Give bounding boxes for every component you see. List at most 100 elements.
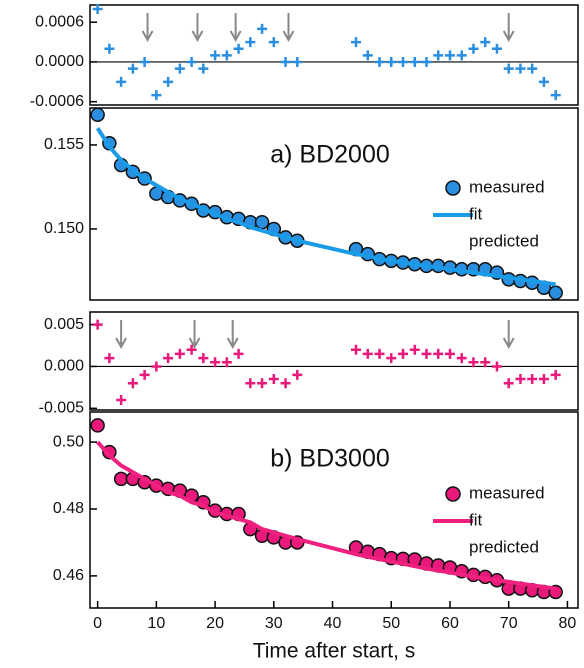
- x-tick-label: 20: [206, 615, 224, 632]
- residual-point: [421, 56, 432, 67]
- y-tick-label: 0.005: [44, 316, 84, 333]
- residual-point: [116, 394, 127, 405]
- residual-point: [538, 374, 549, 385]
- residual-point: [257, 378, 268, 389]
- residual-point: [456, 353, 467, 364]
- residual-point: [210, 357, 221, 368]
- x-tick-label: 60: [441, 615, 459, 632]
- arrow: [502, 13, 515, 43]
- residual-point: [538, 76, 549, 87]
- x-tick-label: 30: [265, 615, 283, 632]
- residual-point: [491, 361, 502, 372]
- residual-point: [362, 348, 373, 359]
- residual-point: [409, 344, 420, 355]
- residual-point: [409, 56, 420, 67]
- residual-point: [268, 374, 279, 385]
- legend-label: predicted: [469, 231, 539, 250]
- residual-point: [198, 63, 209, 74]
- plot-frame: [89, 311, 579, 411]
- arrow: [141, 13, 154, 43]
- residual-point: [292, 369, 303, 380]
- residual-point: [421, 348, 432, 359]
- data-point: [90, 418, 105, 433]
- y-tick-label: 0.0006: [35, 13, 84, 30]
- legend-marker: [445, 486, 461, 502]
- residual-point: [468, 43, 479, 54]
- residual-point: [433, 50, 444, 61]
- y-tick-label: 0.150: [44, 220, 84, 237]
- residual-point: [186, 56, 197, 67]
- residual-point: [163, 76, 174, 87]
- fit-line: [96, 440, 556, 591]
- legend-label: measured: [469, 483, 545, 502]
- legend-label: fit: [469, 510, 483, 529]
- residual-point: [116, 76, 127, 87]
- residual-point: [515, 63, 526, 74]
- residual-point: [245, 37, 256, 48]
- residual-point: [386, 56, 397, 67]
- residual-point: [174, 348, 185, 359]
- legend-marker: [445, 180, 461, 196]
- arrow: [115, 320, 127, 350]
- residual-point: [480, 357, 491, 368]
- residual-point: [351, 37, 362, 48]
- residual-point: [268, 37, 279, 48]
- residual-point: [433, 348, 444, 359]
- plot-frame: [89, 107, 579, 301]
- residual-point: [292, 56, 303, 67]
- residual-point: [210, 50, 221, 61]
- legend-label: fit: [469, 204, 483, 223]
- fit-line: [95, 127, 556, 287]
- residual-point: [280, 56, 291, 67]
- residual-point: [444, 348, 455, 359]
- x-tick-label: 50: [382, 615, 400, 632]
- residual-point: [257, 23, 268, 34]
- x-tick-label: 80: [559, 615, 577, 632]
- x-tick-label: 10: [147, 615, 165, 632]
- residual-point: [351, 344, 362, 355]
- residual-point: [468, 357, 479, 368]
- residual-point: [245, 378, 256, 389]
- x-tick-label: 70: [500, 615, 518, 632]
- residual-point: [186, 344, 197, 355]
- arrow: [191, 13, 204, 43]
- residual-point: [362, 50, 373, 61]
- y-tick-label: -0.005: [39, 400, 84, 417]
- residual-point: [456, 50, 467, 61]
- residual-point: [527, 374, 538, 385]
- residual-point: [398, 56, 409, 67]
- residual-point: [163, 353, 174, 364]
- residual-point: [550, 90, 561, 101]
- residual-point: [104, 43, 115, 54]
- residual-point: [280, 378, 291, 389]
- residual-point: [127, 378, 138, 389]
- panel-title: a) BD2000: [270, 141, 390, 169]
- y-tick-label: 0.48: [53, 500, 84, 517]
- y-tick-label: 0.46: [53, 567, 84, 584]
- data-point: [254, 214, 270, 230]
- x-tick-label: 0: [93, 615, 102, 632]
- residual-point: [221, 357, 232, 368]
- residual-point: [374, 56, 385, 67]
- residual-point: [527, 63, 538, 74]
- residual-point: [139, 56, 150, 67]
- plot-frame: [89, 411, 579, 609]
- arrow: [229, 13, 242, 43]
- y-tick-label: 0.000: [44, 358, 84, 375]
- legend-label: predicted: [469, 537, 539, 556]
- y-tick-label: 0.155: [44, 136, 84, 153]
- residual-point: [480, 37, 491, 48]
- residual-point: [515, 374, 526, 385]
- residual-point: [233, 348, 244, 359]
- residual-point: [127, 63, 138, 74]
- residual-point: [550, 369, 561, 380]
- legend-label: measured: [469, 177, 545, 196]
- residual-point: [104, 353, 115, 364]
- residual-point: [92, 3, 103, 14]
- arrow: [502, 320, 515, 350]
- arrow: [282, 13, 295, 43]
- panel-title: b) BD3000: [270, 445, 390, 473]
- residual-point: [503, 63, 514, 74]
- residual-point: [444, 50, 455, 61]
